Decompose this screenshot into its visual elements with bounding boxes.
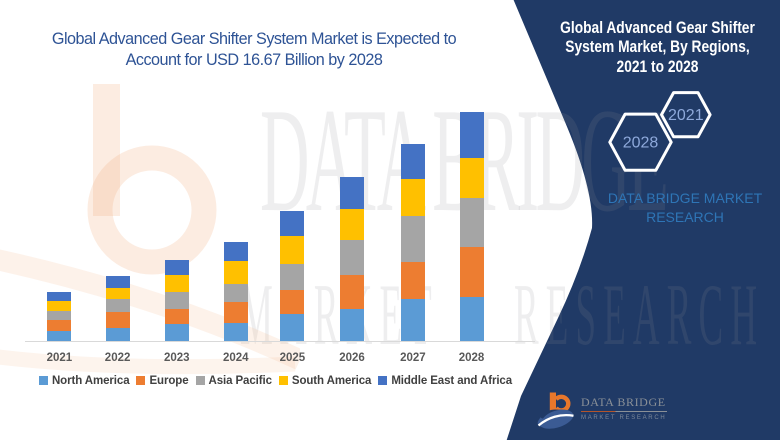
svg-text:2028: 2028: [623, 135, 659, 152]
svg-text:2021: 2021: [668, 107, 704, 124]
